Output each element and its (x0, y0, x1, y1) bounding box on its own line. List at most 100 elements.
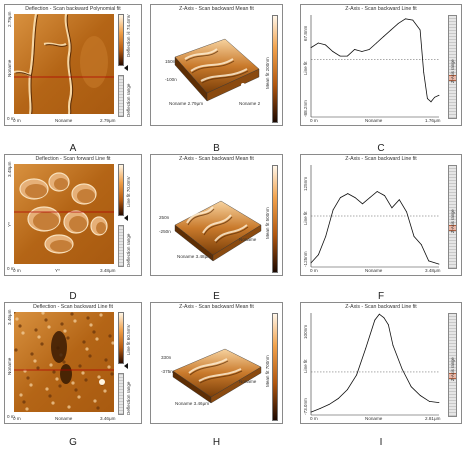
afm-image-panel: Deflection - Scan backward Line fit 3.46μ… (4, 302, 142, 424)
x-axis-left-tick: 0 m (310, 118, 318, 123)
profile-point (401, 368, 403, 370)
z-axis-range-bar[interactable] (448, 165, 457, 269)
profile-point (419, 29, 421, 31)
profile-point (388, 324, 389, 326)
deflection-range-bar[interactable] (118, 75, 124, 117)
profile-point (347, 193, 349, 194)
panel-letter: C (377, 143, 385, 154)
y-axis-bottom-label: 0 m (7, 414, 15, 419)
profile-point (420, 244, 422, 245)
color-scale-label: Line fit 70.0mV (126, 176, 131, 207)
color-scale-label: Mean fit 700nm (265, 355, 270, 387)
afm-deflection-image[interactable] (14, 164, 114, 264)
range-marker (449, 225, 456, 232)
x-axis-label: Noname 2.79μm (169, 101, 204, 106)
profile-point (438, 402, 440, 404)
profile-point (310, 411, 312, 413)
y-axis-label: Line fit (303, 211, 308, 225)
line-marker-icon[interactable] (124, 215, 128, 221)
z-axis-range-label: Z-Axis range (450, 59, 455, 83)
profile-point (419, 395, 421, 396)
z-axis-bottom-label: -100n (165, 77, 177, 82)
profile-point (397, 22, 399, 24)
3d-surface-view[interactable] (155, 315, 265, 415)
3d-view-panel: Z-Axis - Scan backward Mean fit 250n -250n… (150, 154, 283, 276)
deflection-range-bar[interactable] (118, 373, 124, 415)
x-axis-left-label: 0 m (13, 118, 21, 123)
profile-point (430, 101, 432, 103)
afm-image-panel: Deflection - Scan backward Polynomial fi… (4, 4, 142, 126)
profile-point (310, 47, 312, 48)
color-scale-label: Mean fit 200nm (265, 57, 270, 89)
x-axis-label: Noname (365, 268, 383, 273)
line-profile-panel: Z-Axis - Scan backward Line fit 125nm Line… (300, 154, 462, 276)
color-scale-bar (272, 15, 278, 123)
z-axis-range-bar[interactable] (448, 313, 457, 417)
profile-point (354, 197, 356, 199)
y-axis-side-label: Noname (7, 357, 12, 375)
line-marker-icon[interactable] (124, 363, 128, 369)
3d-view-panel: Z-Axis - Scan backward Mean fit 330n -375n… (150, 302, 283, 424)
3d-surface-view[interactable] (155, 167, 265, 267)
chart-title: Z-Axis - Scan backward Line fit (345, 304, 417, 310)
profile-point (383, 317, 385, 319)
x-axis-label: Noname (365, 416, 383, 421)
afm-image-panel: Deflection - Scan forward Line fit 3.48μm… (4, 154, 142, 276)
profile-line (310, 18, 440, 103)
afm-deflection-image[interactable] (14, 14, 114, 114)
profile-point (376, 191, 378, 192)
line-profile-panel: Z-Axis - Scan backward Line fit 67.8nm Lin… (300, 4, 462, 126)
profile-point (398, 199, 400, 201)
profile-point (368, 49, 370, 50)
profile-point (328, 403, 330, 405)
z-axis-top-label: 250n (159, 215, 170, 220)
x-axis-right-tick: 2.81μm (425, 416, 441, 421)
profile-line (310, 191, 440, 265)
color-scale-bar (118, 164, 124, 216)
x-axis-right-label: 3.46μm (100, 416, 116, 421)
color-scale-bar (272, 165, 278, 273)
color-scale-label: Deflection ℍ 74.4mV (126, 14, 131, 57)
panel-letter: A (69, 143, 77, 154)
profile-point (428, 260, 430, 262)
profile-point (337, 398, 339, 399)
x-axis-left-tick: 0 m (310, 268, 318, 273)
profile-plot[interactable] (310, 165, 440, 268)
y-axis-top-tick: 100nm (303, 324, 308, 339)
profile-point (412, 19, 414, 21)
profile-point (332, 51, 334, 52)
y-axis-top-label: 3.48μm (7, 161, 12, 177)
afm-deflection-image[interactable] (14, 312, 114, 412)
color-scale-label: Line fit 60.5mV (126, 324, 131, 355)
x-axis-left-label: 0 m (13, 416, 21, 421)
line-marker-icon[interactable] (124, 65, 128, 71)
x-axis-right-tick: 3.48μm (425, 268, 441, 273)
profile-point (361, 51, 363, 52)
profile-point (365, 347, 367, 349)
profile-point (354, 49, 356, 50)
deflection-range-bar[interactable] (118, 225, 124, 267)
3d-view-panel: Z-Axis - Scan backward Mean fit 150n -100n… (150, 4, 283, 126)
profile-point (390, 29, 392, 31)
profile-plot[interactable] (310, 313, 440, 416)
z-axis-range-bar[interactable] (448, 15, 457, 119)
profile-point (325, 236, 327, 237)
y-axis-side-label: Noname (7, 59, 12, 77)
profile-point (374, 319, 376, 321)
profile-point (434, 96, 436, 98)
y-axis-bottom-tick: -73.0nm (303, 398, 308, 415)
profile-point (378, 313, 380, 315)
profile-point (340, 197, 341, 199)
panel-letter: D (69, 291, 77, 302)
y-axis-label: Noname (239, 237, 257, 242)
profile-point (369, 197, 371, 199)
profile-point (362, 203, 363, 205)
panel-title: Deflection - Scan backward Polynomial fi… (25, 6, 121, 12)
profile-plot[interactable] (310, 15, 440, 118)
profile-point (405, 18, 406, 20)
color-scale-label: Mean fit 500nm (265, 207, 270, 239)
profile-point (347, 389, 348, 391)
color-scale-bar (118, 312, 124, 364)
3d-surface-view[interactable] (155, 17, 265, 117)
panel-title: Z-Axis - Scan backward Mean fit (179, 6, 254, 12)
